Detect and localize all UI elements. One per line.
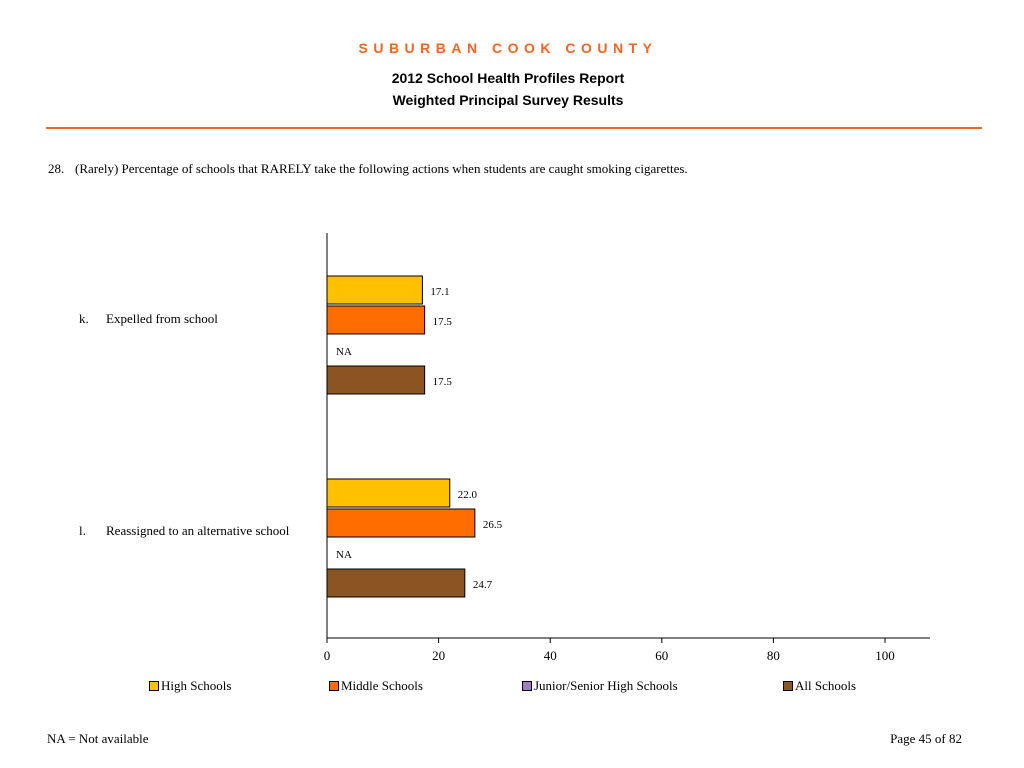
row-label-expelled: k. Expelled from school — [79, 311, 218, 327]
report-subtitle: Weighted Principal Survey Results — [392, 92, 624, 108]
data-label: 26.5 — [483, 519, 503, 531]
bar — [326, 508, 476, 538]
bar-chart: 0 20 40 60 80 100 17.1 17.5 NA 17.5 22.0 26.5 NA 24.7 — [324, 233, 930, 663]
legend-item-high-schools: High Schools — [149, 678, 231, 694]
bar — [326, 365, 426, 395]
row-letter: l. — [79, 523, 86, 538]
row-letter: k. — [79, 311, 89, 326]
data-label: NA — [336, 346, 352, 358]
x-tick-label: 80 — [767, 648, 780, 663]
header-divider — [46, 127, 982, 129]
legend-label: All Schools — [795, 678, 857, 693]
question-body: (Rarely) Percentage of schools that RARE… — [75, 161, 688, 176]
bar — [326, 568, 466, 598]
bar — [326, 275, 423, 305]
data-label: 17.1 — [430, 286, 449, 298]
page-number: Page 45 of 82 — [890, 731, 962, 746]
bar — [326, 305, 426, 335]
x-tick-label: 60 — [655, 648, 668, 663]
row-text: Expelled from school — [106, 311, 218, 326]
x-tick-label: 40 — [544, 648, 557, 663]
chart-legend: High Schools Middle Schools Junior/Senio… — [0, 678, 1024, 694]
x-tick-label: 100 — [875, 648, 895, 663]
data-label: 24.7 — [473, 579, 493, 591]
legend-item-all-schools: All Schools — [783, 678, 856, 694]
report-title: 2012 School Health Profiles Report — [391, 70, 625, 86]
legend-label: High Schools — [161, 678, 232, 693]
na-footnote: NA = Not available — [47, 731, 149, 746]
bar — [326, 478, 451, 508]
legend-swatch — [522, 681, 532, 691]
legend-label: Junior/Senior High Schools — [534, 678, 678, 693]
legend-item-middle-schools: Middle Schools — [329, 678, 423, 694]
county-heading: SUBURBAN COOK COUNTY — [358, 40, 658, 56]
legend-swatch — [329, 681, 339, 691]
legend-label: Middle Schools — [341, 678, 423, 693]
data-label: 22.0 — [458, 489, 478, 501]
question-number: 28. — [48, 161, 65, 176]
row-label-reassigned: l. Reassigned to an alternative school — [79, 523, 289, 539]
row-text: Reassigned to an alternative school — [106, 523, 290, 538]
question-text: 28. (Rarely) Percentage of schools that R… — [48, 161, 688, 177]
legend-swatch — [783, 681, 793, 691]
x-tick-label: 20 — [432, 648, 445, 663]
legend-item-junior-senior-high-schools: Junior/Senior High Schools — [522, 678, 678, 694]
data-label: 17.5 — [433, 376, 453, 388]
legend-swatch — [149, 681, 159, 691]
x-tick-label: 0 — [324, 648, 331, 663]
data-label: 17.5 — [433, 316, 453, 328]
data-label: NA — [336, 549, 352, 561]
